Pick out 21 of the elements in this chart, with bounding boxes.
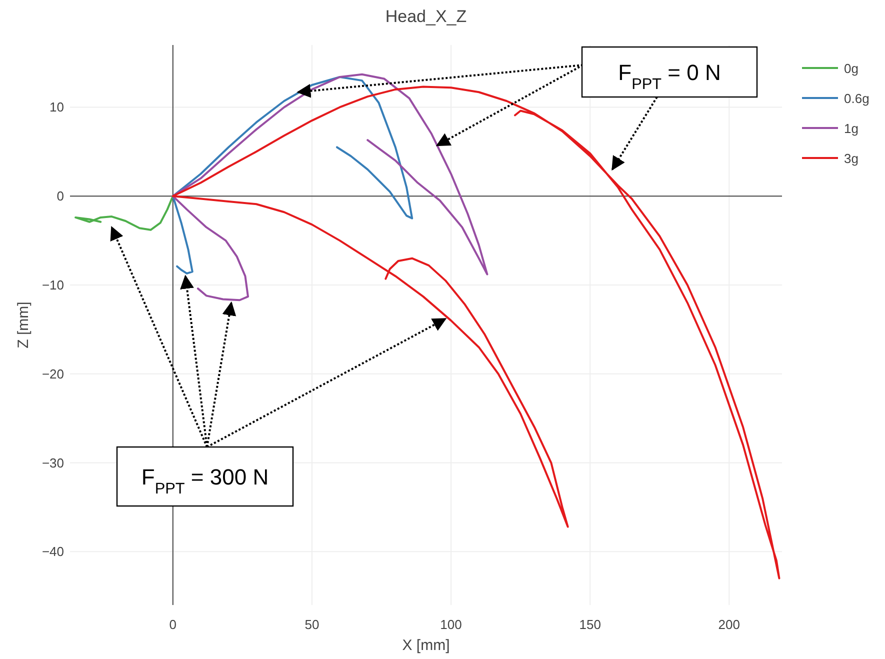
- y-tick-label: 10: [50, 100, 64, 115]
- y-tick-label: −10: [42, 278, 64, 292]
- x-tick-label: 200: [718, 617, 740, 632]
- y-axis-title: Z [mm]: [15, 302, 32, 348]
- legend-label: 3g: [844, 151, 858, 166]
- line-series: [74, 195, 174, 231]
- legend-label: 0.6g: [844, 91, 870, 106]
- x-tick-label: 150: [579, 617, 601, 632]
- y-tick-label: −30: [42, 455, 64, 470]
- x-tick-label: 100: [440, 617, 462, 632]
- legend-label: 1g: [844, 121, 858, 136]
- x-tick-label: 0: [169, 617, 177, 632]
- x-tick-label: 50: [304, 617, 320, 632]
- legend-label: 0g: [844, 61, 858, 76]
- y-tick-label: 0: [56, 188, 64, 204]
- annotation: F$_{PPT}$ = 0 N: [618, 60, 721, 92]
- chart-title: Head_X_Z: [385, 7, 467, 26]
- y-tick-label: −40: [42, 544, 64, 560]
- y-tick-label: −20: [42, 366, 64, 382]
- x-axis-title: X [mm]: [402, 637, 450, 654]
- annotation: F$_{PPT}$ = 300 N: [141, 464, 269, 497]
